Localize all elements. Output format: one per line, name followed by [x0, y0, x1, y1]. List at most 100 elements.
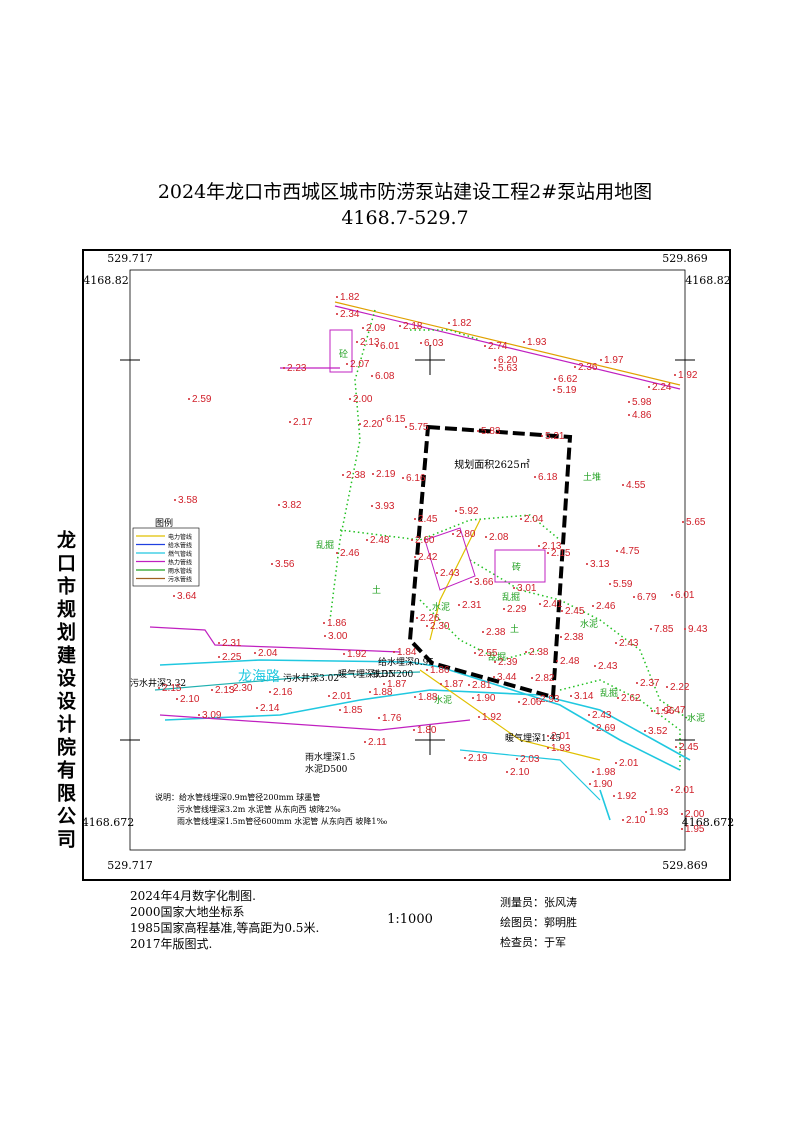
spot-dot — [269, 691, 271, 693]
spot-dot — [414, 556, 416, 558]
spot-dot — [681, 813, 683, 815]
spot-dot — [448, 322, 450, 324]
spot-height: 2.01 — [551, 731, 571, 742]
spot-height: 1.85 — [343, 705, 363, 716]
spot-height: 2.45 — [418, 514, 438, 525]
spot-height: 5.59 — [613, 579, 633, 590]
spot-height: 1.86 — [430, 665, 450, 676]
spot-dot — [198, 714, 200, 716]
spot-height: 2.13 — [215, 685, 235, 696]
spot-height: 3.58 — [178, 495, 198, 506]
map-label: 污水井深3.32 — [130, 677, 186, 689]
note: 雨水管线埋深1.5m管径600mm 水泥管 从东向西 坡降1‰ — [177, 816, 387, 826]
spot-dot — [399, 325, 401, 327]
legend-box — [132, 527, 200, 587]
spot-dot — [600, 359, 602, 361]
spot-height: 2.69 — [596, 723, 616, 734]
scale: 1:1000 — [387, 912, 433, 927]
spot-height: 2.55 — [478, 648, 498, 659]
spot-dot — [470, 581, 472, 583]
map-label: 水泥 — [432, 601, 450, 613]
spot-dot — [613, 795, 615, 797]
spot-dot — [485, 536, 487, 538]
title: 2024年龙口市西城区城市防涝泵站建设工程2#泵站用地图 — [158, 181, 652, 203]
spot-height: 2.16 — [273, 687, 293, 698]
spot-height: 1.88 — [418, 692, 438, 703]
spot-height: 1.92 — [347, 649, 367, 660]
note: 污水管线埋深3.2m 水泥管 从东向西 坡降2‰ — [177, 804, 341, 814]
spot-dot — [553, 389, 555, 391]
spot-height: 2.04 — [258, 648, 278, 659]
map-label: 土堆 — [583, 471, 601, 483]
spot-dot — [359, 423, 361, 425]
footer-left: 2000国家大地坐标系 — [130, 904, 245, 919]
spot-height: 6.16 — [406, 473, 426, 484]
spot-height: 2.39 — [498, 657, 518, 668]
spot-height: 5.83 — [481, 426, 501, 437]
spot-dot — [176, 698, 178, 700]
spot-dot — [671, 789, 673, 791]
spot-height: 2.26 — [420, 613, 440, 624]
spot-dot — [682, 521, 684, 523]
spot-height: 2.43 — [619, 638, 639, 649]
spot-dot — [336, 296, 338, 298]
spot-dot — [531, 677, 533, 679]
spot-height: 2.10 — [180, 694, 200, 705]
spot-dot — [586, 563, 588, 565]
spot-dot — [592, 605, 594, 607]
spot-dot — [405, 426, 407, 428]
spot-height: 2.74 — [488, 341, 508, 352]
area-label: 规划面积2625㎡ — [454, 458, 529, 471]
spot-height: 3.64 — [177, 591, 197, 602]
spot-dot — [420, 342, 422, 344]
spot-dot — [416, 617, 418, 619]
spot-dot — [372, 473, 374, 475]
spot-dot — [414, 518, 416, 520]
spot-dot — [343, 653, 345, 655]
map-label: 乱掘 — [502, 591, 520, 603]
spot-dot — [560, 636, 562, 638]
footer-right: 测量员：张风涛 — [500, 895, 577, 909]
spot-height: 5.19 — [557, 385, 577, 396]
footer-left: 2017年版图式. — [130, 937, 212, 951]
spot-dot — [523, 341, 525, 343]
building — [424, 527, 476, 591]
spot-dot — [336, 552, 338, 554]
frame-coord: 529.869 — [662, 859, 708, 872]
grid-crosses — [120, 345, 695, 755]
legend-item: 燃气管线 — [168, 550, 192, 558]
spot-dot — [592, 727, 594, 729]
legend-item: 给水管线 — [168, 542, 192, 550]
map-label: 砖 — [512, 561, 521, 573]
spot-dot — [283, 367, 285, 369]
map-label: 铁DN200 — [372, 668, 414, 680]
spot-dot — [158, 687, 160, 689]
vegetation-boundary — [329, 309, 691, 770]
spot-height: 2.37 — [640, 678, 660, 689]
spot-dot — [371, 505, 373, 507]
spot-dot — [628, 414, 630, 416]
spot-dot — [464, 757, 466, 759]
spot-dot — [671, 594, 673, 596]
legend-item: 电力管线 — [168, 533, 192, 541]
frame-coord: 4168.82 — [83, 274, 129, 287]
spot-height: 3.66 — [474, 577, 494, 588]
spot-dot — [622, 484, 624, 486]
spot-height: 2.13 — [542, 541, 562, 552]
spot-height: 2.14 — [260, 703, 280, 714]
spot-height: 2.09 — [366, 323, 386, 334]
map-label: 水泥 — [580, 618, 598, 630]
spot-height: 4.75 — [620, 546, 640, 557]
spot-dot — [436, 572, 438, 574]
spot-height: 3.13 — [590, 559, 610, 570]
spot-dot — [516, 758, 518, 760]
outer-frame — [82, 249, 731, 881]
spot-height: 3.93 — [375, 501, 395, 512]
spot-dot — [477, 430, 479, 432]
spot-height: 1.87 — [387, 679, 407, 690]
spot-dot — [256, 707, 258, 709]
spot-dot — [218, 656, 220, 658]
spot-dot — [278, 504, 280, 506]
